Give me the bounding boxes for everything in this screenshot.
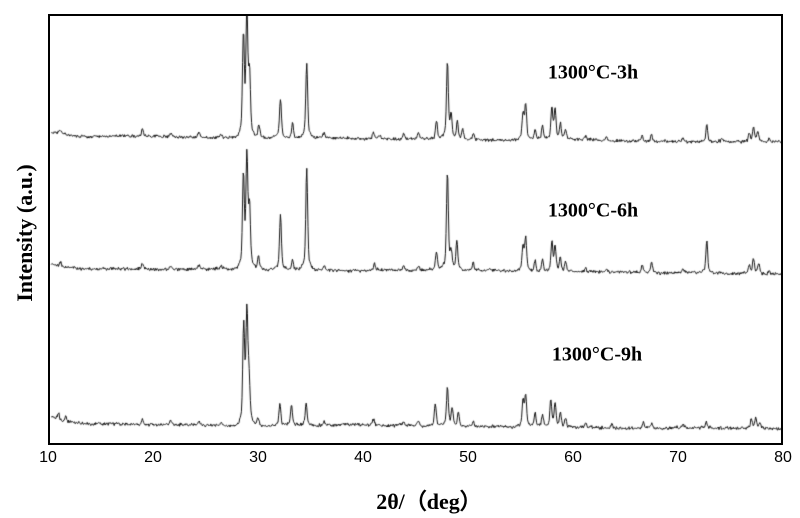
xrd-traces-canvas xyxy=(50,16,781,443)
x-tick-label: 50 xyxy=(459,449,477,466)
series-label-1300c-9h: 1300°C-9h xyxy=(551,343,643,366)
y-axis-title: Intensity (a.u.) xyxy=(12,164,37,302)
x-axis-title: 2θ/（deg） xyxy=(376,489,482,514)
x-tick-label: 20 xyxy=(144,449,162,466)
x-tick-label: 60 xyxy=(564,449,582,466)
x-tick-label: 40 xyxy=(354,449,372,466)
plot-area: 1300°C-3h 1300°C-6h 1300°C-9h xyxy=(48,14,783,445)
series-label-1300c-6h: 1300°C-6h xyxy=(547,199,639,222)
x-tick-label: 10 xyxy=(39,449,57,466)
x-tick-label: 30 xyxy=(249,449,267,466)
x-tick-label: 80 xyxy=(774,449,792,466)
series-label-1300c-3h: 1300°C-3h xyxy=(547,61,639,84)
x-tick-label: 70 xyxy=(669,449,687,466)
